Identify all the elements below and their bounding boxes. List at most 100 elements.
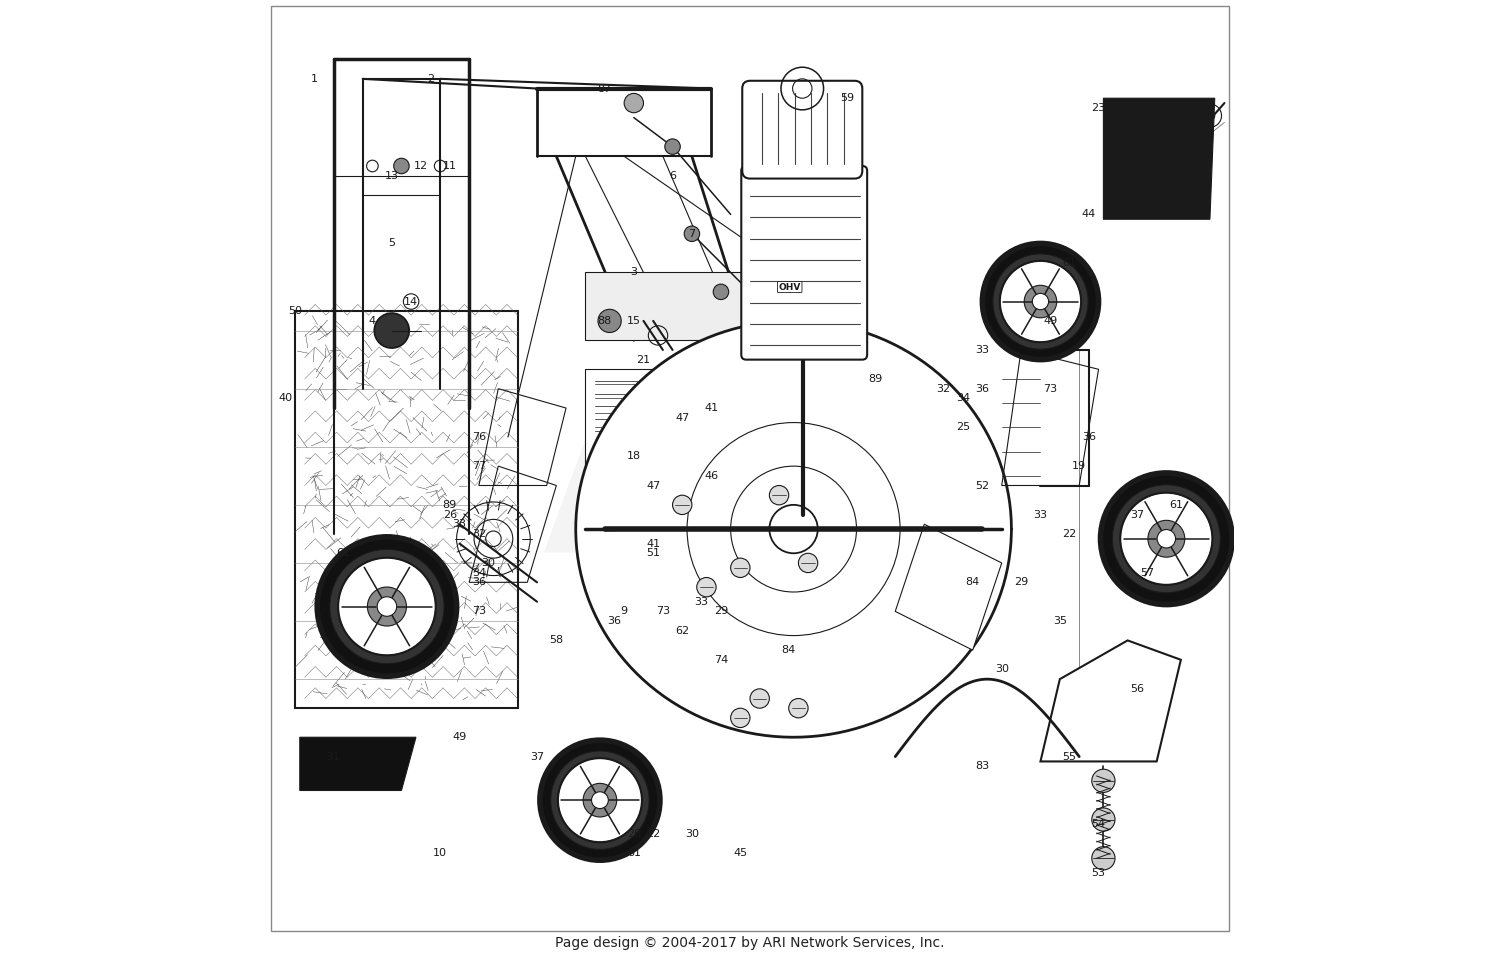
Text: 49: 49 bbox=[453, 732, 466, 742]
Text: 42: 42 bbox=[1179, 151, 1192, 161]
Text: 14: 14 bbox=[404, 296, 418, 307]
Circle shape bbox=[375, 314, 410, 348]
Text: 22: 22 bbox=[646, 829, 660, 839]
Text: 50: 50 bbox=[288, 306, 302, 317]
Text: 76: 76 bbox=[472, 432, 486, 442]
Text: 2: 2 bbox=[427, 74, 433, 84]
Polygon shape bbox=[585, 369, 759, 466]
Text: 44: 44 bbox=[1149, 142, 1164, 151]
Circle shape bbox=[982, 244, 1098, 359]
Text: 20: 20 bbox=[627, 829, 640, 839]
Text: 32: 32 bbox=[472, 529, 486, 539]
Text: 7: 7 bbox=[688, 229, 696, 239]
Circle shape bbox=[558, 758, 642, 842]
Circle shape bbox=[1113, 485, 1221, 592]
Text: 12: 12 bbox=[414, 161, 428, 171]
Text: 36: 36 bbox=[975, 384, 990, 393]
Text: 25: 25 bbox=[956, 422, 970, 432]
Circle shape bbox=[730, 558, 750, 578]
Text: 1: 1 bbox=[310, 74, 318, 84]
Text: 34: 34 bbox=[956, 393, 970, 403]
Text: 47: 47 bbox=[675, 413, 690, 422]
Circle shape bbox=[684, 226, 699, 242]
Text: 35: 35 bbox=[1053, 616, 1066, 626]
Circle shape bbox=[1156, 529, 1176, 548]
Text: 73: 73 bbox=[1042, 384, 1058, 393]
Text: 34: 34 bbox=[472, 568, 486, 578]
Text: 56: 56 bbox=[1131, 684, 1144, 694]
Text: 31: 31 bbox=[327, 752, 340, 761]
Text: 51: 51 bbox=[646, 549, 660, 558]
Text: 13: 13 bbox=[386, 171, 399, 181]
Text: 18: 18 bbox=[627, 452, 640, 461]
Text: 3: 3 bbox=[630, 267, 638, 278]
Text: 5: 5 bbox=[388, 239, 396, 249]
Text: 57: 57 bbox=[1140, 568, 1154, 578]
Circle shape bbox=[624, 93, 644, 113]
Circle shape bbox=[368, 587, 407, 626]
Text: 21: 21 bbox=[636, 354, 651, 365]
Circle shape bbox=[376, 597, 396, 617]
Circle shape bbox=[664, 139, 681, 154]
Circle shape bbox=[696, 578, 715, 597]
Text: 58: 58 bbox=[549, 635, 564, 646]
Text: 9: 9 bbox=[621, 606, 627, 617]
Text: 83: 83 bbox=[975, 761, 990, 771]
Text: 30: 30 bbox=[994, 664, 1008, 675]
Text: 61: 61 bbox=[336, 549, 351, 558]
Circle shape bbox=[1024, 285, 1056, 318]
Text: 36: 36 bbox=[1082, 432, 1096, 442]
Circle shape bbox=[598, 310, 621, 332]
Text: 73: 73 bbox=[472, 606, 486, 617]
Text: 53: 53 bbox=[1092, 868, 1106, 878]
FancyBboxPatch shape bbox=[742, 81, 862, 179]
Circle shape bbox=[1120, 492, 1212, 585]
Text: 49: 49 bbox=[1042, 316, 1058, 326]
Circle shape bbox=[550, 751, 650, 850]
Text: 77: 77 bbox=[472, 461, 486, 471]
Text: 22: 22 bbox=[1062, 529, 1077, 539]
Text: 4: 4 bbox=[369, 316, 376, 326]
Text: 33: 33 bbox=[975, 345, 990, 355]
Text: 45: 45 bbox=[734, 849, 747, 858]
Text: 33: 33 bbox=[453, 519, 466, 529]
Text: 61: 61 bbox=[1168, 500, 1184, 510]
Circle shape bbox=[330, 550, 444, 664]
Polygon shape bbox=[300, 737, 416, 790]
Circle shape bbox=[770, 486, 789, 505]
Polygon shape bbox=[576, 320, 1011, 737]
Text: 15: 15 bbox=[627, 316, 640, 326]
Polygon shape bbox=[296, 312, 518, 708]
Circle shape bbox=[750, 688, 770, 708]
Circle shape bbox=[730, 708, 750, 727]
Text: 52: 52 bbox=[975, 481, 990, 490]
Text: 36: 36 bbox=[608, 616, 621, 626]
Text: 33: 33 bbox=[1034, 510, 1047, 519]
Text: 73: 73 bbox=[656, 606, 670, 617]
Text: 19: 19 bbox=[1072, 461, 1086, 471]
Polygon shape bbox=[896, 524, 1002, 651]
Text: 43: 43 bbox=[1112, 181, 1125, 190]
Circle shape bbox=[798, 553, 818, 573]
Text: 6: 6 bbox=[669, 171, 676, 181]
Circle shape bbox=[1092, 769, 1114, 792]
Text: 26: 26 bbox=[442, 510, 458, 519]
Text: 11: 11 bbox=[442, 161, 458, 171]
Text: 84: 84 bbox=[966, 578, 980, 587]
Circle shape bbox=[393, 158, 410, 174]
Text: 29: 29 bbox=[1014, 578, 1028, 587]
Circle shape bbox=[338, 557, 435, 655]
Text: 37: 37 bbox=[1130, 510, 1144, 519]
Text: 59: 59 bbox=[840, 93, 854, 103]
Text: 23: 23 bbox=[1092, 103, 1106, 113]
Text: Page design © 2004-2017 by ARI Network Services, Inc.: Page design © 2004-2017 by ARI Network S… bbox=[555, 935, 945, 950]
Text: 37: 37 bbox=[530, 752, 544, 761]
Circle shape bbox=[1148, 520, 1185, 557]
Text: 89: 89 bbox=[868, 374, 883, 384]
Polygon shape bbox=[1041, 641, 1180, 761]
Text: 74: 74 bbox=[714, 654, 728, 665]
Circle shape bbox=[1032, 293, 1048, 310]
Text: 44: 44 bbox=[1082, 210, 1096, 219]
Circle shape bbox=[789, 698, 808, 718]
Polygon shape bbox=[585, 273, 750, 340]
